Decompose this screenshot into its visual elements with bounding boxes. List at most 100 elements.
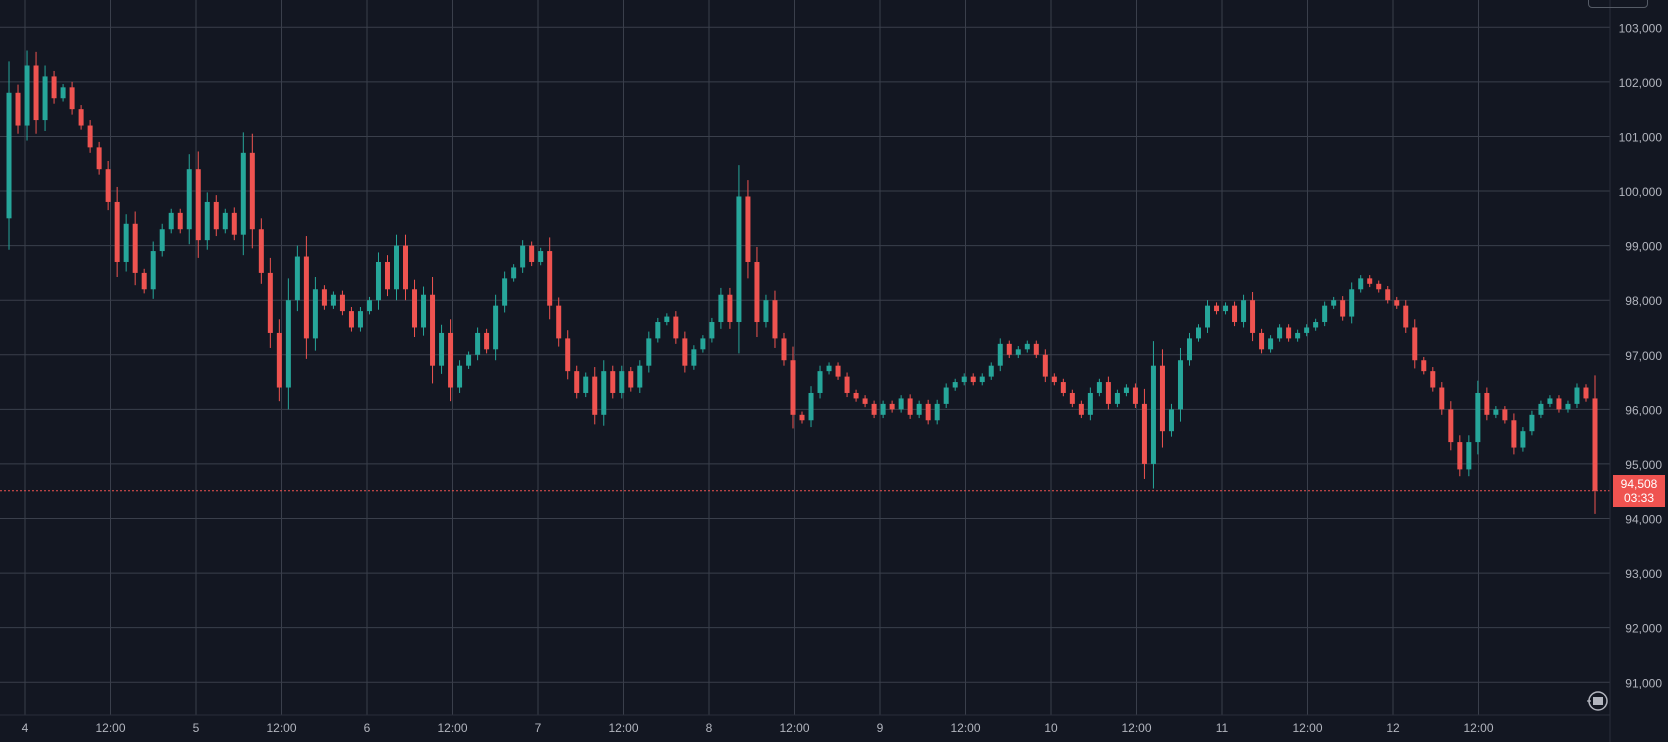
candle-body [1232,305,1238,323]
candle-body [1177,360,1183,410]
x-tick-label: 12:00 [95,721,125,735]
candle-body [862,398,868,404]
y-tick-label: 94,000 [1625,513,1662,527]
candle-body [898,398,904,410]
candle-body [240,152,246,235]
candle-body [393,245,399,290]
y-tick-label: 95,000 [1625,458,1662,472]
time-settings-icon[interactable] [1588,0,1648,8]
y-tick-label: 91,000 [1625,676,1662,690]
candle-body [231,212,237,235]
candle-body [375,261,381,301]
candle-body [907,398,913,415]
candle-body [1105,382,1111,404]
candle-body [276,332,282,388]
candle-body [1186,338,1192,361]
candle-body [853,392,859,399]
time-axis[interactable]: 4 12:00 5 12:00 6 12:00 7 12:00 8 12:00 9 12:00 10 12… [22,721,1494,735]
x-tick-label: 6 [364,721,371,735]
candle-body [826,365,832,372]
candle-body [339,294,345,312]
last-price-value: 94,508 [1620,476,1658,491]
candle-body [475,332,481,355]
y-tick-label: 97,000 [1625,349,1662,363]
candle-body [547,251,553,306]
candle-body [1241,300,1247,323]
y-tick-label: 93,000 [1625,567,1662,581]
candle-body [808,392,814,421]
candle-body [1457,442,1463,470]
candle-body [934,403,940,421]
candle-body [700,338,706,350]
candle-body [637,365,643,388]
scroll-to-realtime-icon[interactable] [1584,690,1612,712]
candle-body [1592,398,1598,491]
candle-body [997,343,1003,366]
candle-body [384,261,390,290]
x-tick-label: 10 [1044,721,1058,735]
candle-body [664,316,670,323]
candle-body [258,229,264,273]
candle-body [33,65,39,121]
candle-body [114,201,120,262]
x-tick-label: 12:00 [950,721,980,735]
candle-body [961,376,967,383]
candle-body [1394,300,1400,306]
candle-body [1060,382,1066,393]
price-axis[interactable]: 103,000 102,000 101,000 100,000 99,000 98,000… [1619,21,1663,690]
candle-body [357,311,363,328]
x-tick-label: 12:00 [1292,721,1322,735]
candle-body [421,294,427,328]
candle-body [979,376,985,383]
candle-body [871,403,877,415]
candle-body [691,349,697,366]
candle-body [1042,354,1048,377]
candle-body [1439,387,1445,410]
candle-body [844,376,850,393]
candle-body [1087,392,1093,415]
candle-body [736,196,742,323]
candle-body [1484,392,1490,415]
candle-body [565,338,571,372]
candle-body [1286,327,1292,339]
candle-body [430,294,436,366]
candle-body [601,371,607,415]
candle-body [574,371,580,393]
candle-body [880,403,886,415]
candle-body [493,305,499,350]
candle-body [186,169,192,230]
x-tick-label: 12:00 [1121,721,1151,735]
x-tick-label: 11 [1216,721,1229,735]
candle-body [51,76,57,99]
candle-body [132,223,138,273]
candle-body [1304,327,1310,333]
candle-body [511,267,517,279]
candle-body [1412,327,1418,361]
candle-body [925,403,931,421]
candle-body [1529,414,1535,432]
candle-body [267,272,273,333]
candle-body [348,311,354,328]
candle-body [96,147,102,170]
x-tick-label: 12:00 [1463,721,1493,735]
candle-body [457,365,463,388]
candle-body [1015,349,1021,355]
candle-body [150,251,156,290]
candle-body [1006,343,1012,355]
candle-body [1430,371,1436,388]
candle-body [1385,289,1391,301]
candle-body [1069,392,1075,404]
candle-body [709,322,715,339]
candle-body [1493,409,1499,415]
candle-body [484,332,490,350]
candle-body [727,294,733,323]
candle-body [448,332,454,388]
last-price-tag: 94,508 03:33 [1613,474,1665,507]
candle-body [682,338,688,366]
candle-body [646,338,652,366]
candle-body [1547,398,1553,404]
candle-body [1583,387,1589,399]
x-tick-label: 12:00 [779,721,809,735]
